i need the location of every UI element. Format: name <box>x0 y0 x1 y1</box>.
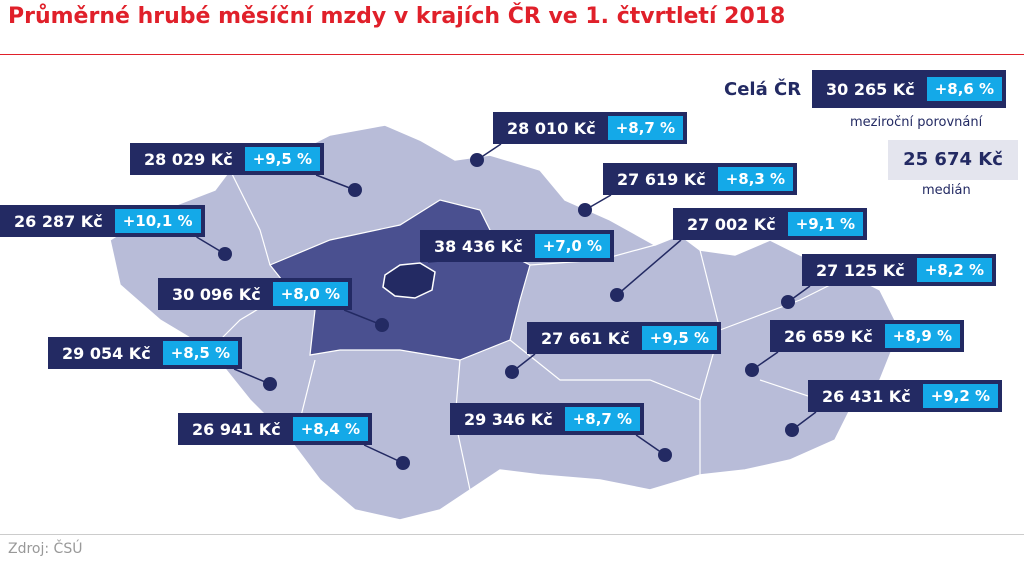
region-callout: 26 941 Kč +8,4 % <box>178 413 373 445</box>
summary-change: +8,6 % <box>926 77 1003 101</box>
region-callout: 29 054 Kč +8,5 % <box>48 337 243 369</box>
region-callout: 29 346 Kč +8,7 % <box>450 403 645 435</box>
region-dot <box>218 247 232 261</box>
footer-rule <box>0 534 1024 535</box>
region-change: +7,0 % <box>534 234 611 258</box>
region-change: +9,2 % <box>922 384 999 408</box>
region-callout: 26 659 Kč +8,9 % <box>770 320 965 352</box>
region-dot <box>263 377 277 391</box>
region-change: +9,5 % <box>641 326 718 350</box>
region-callout: 38 436 Kč +7,0 % <box>420 230 615 262</box>
median-value: 25 674 Kč <box>888 140 1018 180</box>
leader-line <box>616 239 682 296</box>
region-callout: 30 096 Kč +8,0 % <box>158 278 353 310</box>
region-value: 30 096 Kč <box>172 284 261 304</box>
region-dot <box>348 183 362 197</box>
region-callout: 26 431 Kč +9,2 % <box>808 380 1003 412</box>
region-value: 26 287 Kč <box>14 211 103 231</box>
source: Zdroj: ČSÚ <box>8 541 83 557</box>
region-value: 26 941 Kč <box>192 419 281 439</box>
region-dot <box>610 288 624 302</box>
leaders <box>196 143 817 470</box>
region-change: +8,0 % <box>272 282 349 306</box>
region-change: +8,3 % <box>717 167 794 191</box>
region-change: +10,1 % <box>114 209 201 233</box>
region-change: +8,2 % <box>916 258 993 282</box>
region-dot <box>658 448 672 462</box>
region-dot <box>578 203 592 217</box>
change-note: meziroční porovnání <box>850 115 983 130</box>
region-value: 27 125 Kč <box>816 260 905 280</box>
region-value: 26 431 Kč <box>822 386 911 406</box>
region-dot <box>745 363 759 377</box>
region-callout: 28 010 Kč +8,7 % <box>493 112 688 144</box>
region-value: 38 436 Kč <box>434 236 523 256</box>
region-callout: 27 619 Kč +8,3 % <box>603 163 798 195</box>
region-value: 29 054 Kč <box>62 343 151 363</box>
region-dot <box>505 365 519 379</box>
region-value: 26 659 Kč <box>784 326 873 346</box>
region-value: 27 661 Kč <box>541 328 630 348</box>
title: Průměrné hrubé měsíční mzdy v krajích ČR… <box>8 4 786 29</box>
region-value: 29 346 Kč <box>464 409 553 429</box>
leader-line <box>363 444 404 464</box>
region-callout: 28 029 Kč +9,5 % <box>130 143 325 175</box>
region-value: 28 010 Kč <box>507 118 596 138</box>
region-change: +9,5 % <box>244 147 321 171</box>
region-change: +9,1 % <box>787 212 864 236</box>
region-value: 27 619 Kč <box>617 169 706 189</box>
region-callout: 26 287 Kč +10,1 % <box>0 205 205 237</box>
summary-box: 30 265 Kč +8,6 % <box>812 70 1007 108</box>
prague <box>382 262 436 299</box>
region-dot <box>396 456 410 470</box>
summary-label: Celá ČR <box>724 79 802 100</box>
region-change: +8,7 % <box>564 407 641 431</box>
region-dot <box>785 423 799 437</box>
region-change: +8,5 % <box>162 341 239 365</box>
region-change: +8,7 % <box>607 116 684 140</box>
region-dot <box>470 153 484 167</box>
region-value: 28 029 Kč <box>144 149 233 169</box>
title-rule <box>0 54 1024 55</box>
region-dot <box>375 318 389 332</box>
region-change: +8,9 % <box>884 324 961 348</box>
region-change: +8,4 % <box>292 417 369 441</box>
region-callout: 27 661 Kč +9,5 % <box>527 322 722 354</box>
summary-value: 30 265 Kč <box>826 79 915 99</box>
region-dot <box>781 295 795 309</box>
median-label: medián <box>922 183 971 198</box>
region-value: 27 002 Kč <box>687 214 776 234</box>
region-callout: 27 125 Kč +8,2 % <box>802 254 997 286</box>
region-callout: 27 002 Kč +9,1 % <box>673 208 868 240</box>
